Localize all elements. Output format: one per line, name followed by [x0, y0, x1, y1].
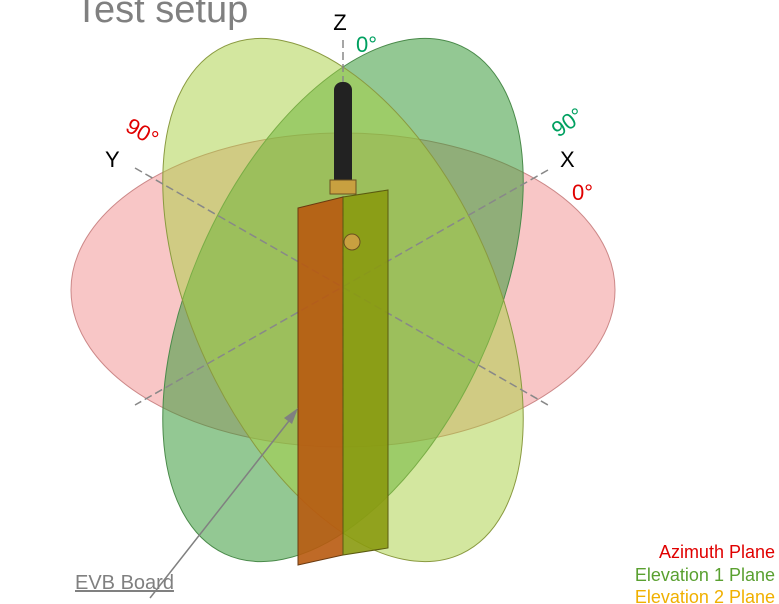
callout-arrow [149, 411, 297, 599]
board-right [342, 189, 389, 556]
connector-2 [343, 233, 361, 251]
arrow-head [284, 408, 298, 424]
x-zero: 0° [572, 180, 593, 205]
y-label: Y [105, 147, 120, 172]
y-ninety: 90° [122, 113, 163, 151]
legend-elevation-2: Elevation 2 Plane [635, 587, 775, 604]
connector [329, 179, 357, 195]
z-angle: 0° [356, 32, 377, 57]
x-ninety: 90° [547, 103, 589, 143]
legend-azimuth: Azimuth Plane [659, 542, 775, 562]
board-left [297, 196, 344, 566]
callout: EVB Board [75, 572, 174, 594]
title: Test setup [75, 0, 248, 31]
z-label: Z [333, 10, 346, 35]
x-label: X [560, 147, 575, 172]
legend-elevation-1: Elevation 1 Plane [635, 565, 775, 585]
antenna [334, 82, 352, 192]
